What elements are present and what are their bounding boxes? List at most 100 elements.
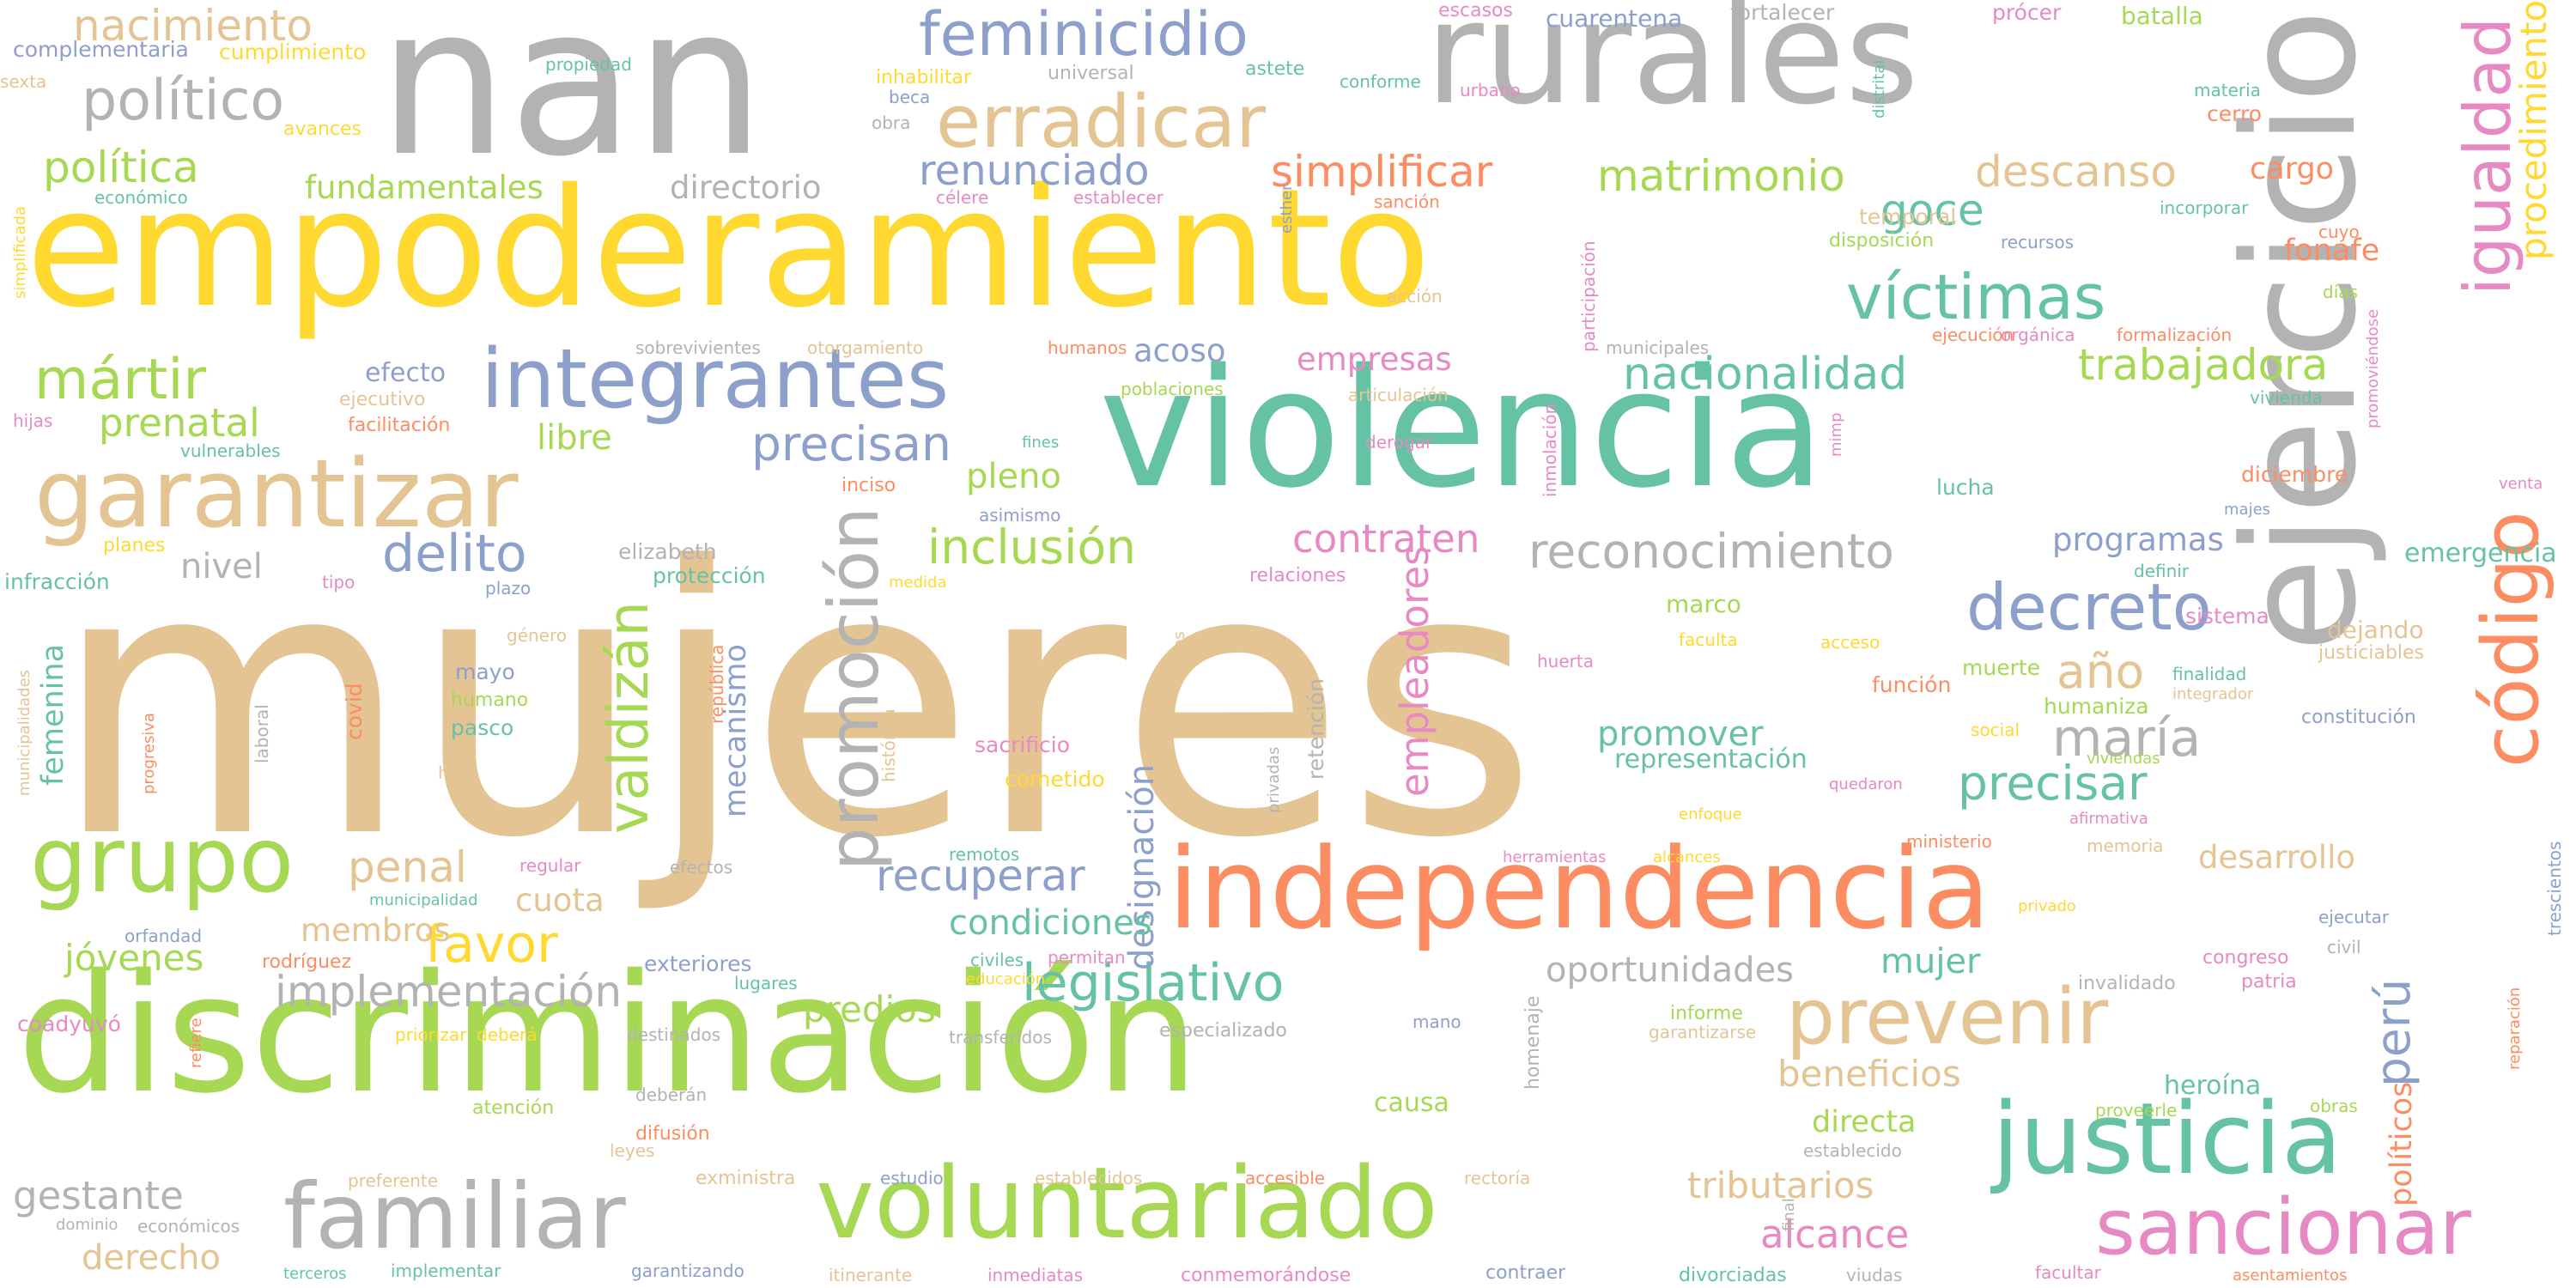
- word-social: social: [1971, 720, 2020, 740]
- word-asimismo: asimismo: [979, 505, 1061, 526]
- word-sexta: sexta: [0, 71, 47, 92]
- word-batalla: batalla: [2121, 2, 2203, 30]
- word-exministra: exministra: [696, 1168, 796, 1189]
- word-nacimiento: nacimiento: [73, 1, 313, 51]
- word-debera: deberá: [477, 1024, 538, 1045]
- word-divorciadas: divorciadas: [1679, 1265, 1787, 1286]
- word-privado: privado: [2018, 897, 2076, 915]
- word-asentamientos: asentamientos: [2233, 1267, 2348, 1285]
- word-cuyo: cuyo: [2318, 222, 2360, 242]
- word-maria: maría: [2052, 708, 2202, 769]
- word-inclusion: inclusión: [927, 519, 1136, 574]
- word-beneficios: beneficios: [1777, 1053, 1961, 1095]
- word-rodriguez: rodríguez: [262, 951, 352, 973]
- word-membros: membros: [301, 912, 451, 949]
- word-relaciones: relaciones: [1249, 565, 1346, 586]
- word-casos: casos: [1170, 631, 1188, 675]
- word-martir: mártir: [34, 348, 207, 412]
- word-destinados: destinados: [627, 1024, 721, 1045]
- word-procedimiento: procedimiento: [2512, 0, 2555, 260]
- word-violencia: violencia: [1099, 334, 1826, 524]
- word-hijos: hijos: [438, 762, 478, 783]
- word-incorporar: incorporar: [2160, 197, 2249, 218]
- word-vulnerables: vulnerables: [180, 440, 281, 461]
- word-familiar: familiar: [283, 1164, 626, 1269]
- word-universal: universal: [1048, 63, 1134, 84]
- word-retencion: retención: [1303, 678, 1328, 780]
- word-efecto: efecto: [365, 358, 447, 388]
- word-cumplimiento: cumplimiento: [219, 39, 367, 64]
- word-civiles: civiles: [970, 950, 1024, 970]
- word-materia: materia: [2194, 80, 2261, 100]
- word-conmemorandose: conmemorándose: [1181, 1265, 1352, 1286]
- word-quedaron: quedaron: [1829, 775, 1903, 793]
- word-condiciones: condiciones: [949, 903, 1152, 943]
- word-promover: promover: [1597, 714, 1764, 754]
- word-humanos: humanos: [1048, 337, 1127, 358]
- word-ejecutar: ejecutar: [2318, 907, 2390, 927]
- word-precisan: precisan: [751, 416, 951, 471]
- word-inmolacion: inmolación: [1540, 403, 1560, 497]
- word-educacion: educación: [966, 970, 1046, 988]
- word-prevenir: prevenir: [1786, 972, 2109, 1062]
- word-remotos: remotos: [949, 844, 1020, 865]
- word-propiedad: propiedad: [545, 54, 632, 75]
- word-derecho: derecho: [82, 1238, 221, 1278]
- word-procer: prócer: [1992, 0, 2062, 25]
- word-sancion: sanción: [1374, 191, 1440, 212]
- word-nan: nan: [378, 0, 766, 202]
- word-igualdad: igualdad: [2450, 17, 2525, 295]
- word-ejecutivo: ejecutivo: [339, 389, 426, 410]
- word-gestante: gestante: [13, 1173, 184, 1218]
- word-jovenes: jóvenes: [64, 937, 204, 979]
- word-viviendas: viviendas: [2087, 750, 2160, 768]
- word-sancionar: sancionar: [2095, 1182, 2471, 1273]
- word-cargo: cargo: [2250, 152, 2335, 186]
- word-informe: informe: [1670, 1003, 1743, 1024]
- word-municipalidad: municipalidad: [369, 891, 478, 909]
- word-exteriores: exteriores: [644, 951, 752, 976]
- word-inciso: inciso: [841, 475, 896, 496]
- word-priorizar: priorizar: [395, 1024, 467, 1045]
- word-distrital: distrital: [1870, 59, 1888, 118]
- word-erradicar: erradicar: [936, 80, 1267, 165]
- word-huerta: huerta: [1537, 651, 1594, 671]
- word-reparacion: reparación: [2506, 987, 2524, 1070]
- word-dominio: dominio: [56, 1216, 118, 1234]
- word-recuperar: recuperar: [876, 851, 1085, 901]
- word-funcion: función: [1872, 672, 1952, 697]
- word-valdizan: valdizán: [597, 601, 661, 834]
- word-penal: penal: [348, 842, 467, 892]
- word-politico: político: [82, 69, 285, 133]
- word-articulacion: articulación: [1348, 385, 1449, 405]
- word-civil: civil: [2327, 937, 2361, 957]
- word-homenaje: homenaje: [1522, 995, 1544, 1090]
- word-hijas: hijas: [13, 410, 53, 431]
- word-municipales: municipales: [1606, 337, 1710, 358]
- word-republica: república: [707, 644, 727, 724]
- word-establecer: establecer: [1073, 187, 1163, 208]
- word-prenatal: prenatal: [99, 400, 260, 446]
- word-fonafe: fonafe: [2284, 234, 2380, 268]
- word-faculta: faculta: [1679, 629, 1738, 650]
- word-sacrificio: sacrificio: [975, 732, 1071, 757]
- word-constitucion: constitución: [2301, 707, 2416, 728]
- word-otorgamiento: otorgamiento: [807, 337, 924, 358]
- word-venta: venta: [2499, 475, 2543, 493]
- word-oportunidades: oportunidades: [1546, 951, 1795, 990]
- word-final: final: [1780, 1198, 1798, 1231]
- word-cometido: cometido: [1005, 767, 1105, 792]
- word-lugares: lugares: [734, 973, 798, 993]
- word-justiciables: justiciables: [2318, 642, 2425, 664]
- word-contraten: contraten: [1292, 516, 1480, 562]
- word-empoderamiento: empoderamiento: [26, 154, 1431, 343]
- word-transferidos: transferidos: [949, 1027, 1052, 1048]
- word-dejando: dejando: [2327, 616, 2424, 644]
- word-favor: favor: [425, 914, 558, 975]
- word-pleno: pleno: [966, 457, 1061, 496]
- word-desarrollo: desarrollo: [2198, 839, 2355, 876]
- word-lucha: lucha: [1936, 475, 1995, 500]
- word-especializado: especializado: [1159, 1020, 1287, 1042]
- word-herramientas: herramientas: [1503, 848, 1607, 866]
